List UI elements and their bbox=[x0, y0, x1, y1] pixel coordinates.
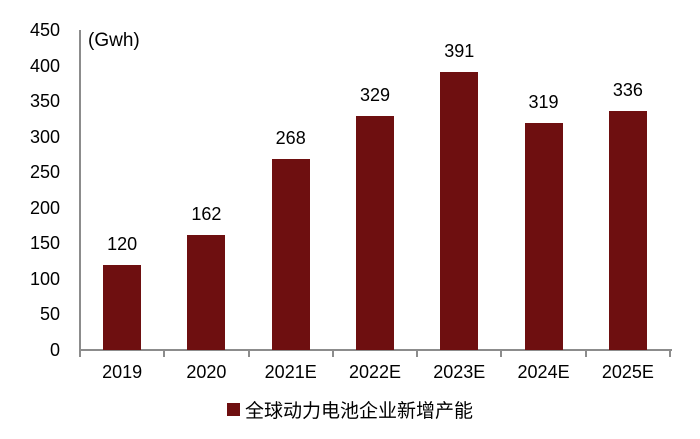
bar-value-label: 319 bbox=[528, 92, 559, 113]
y-axis-tick-label: 300 bbox=[29, 126, 60, 147]
x-axis-tick-label: 2021E bbox=[264, 362, 317, 382]
y-axis-tick-label: 50 bbox=[39, 304, 60, 325]
bar bbox=[356, 116, 394, 350]
x-axis-tick-mark bbox=[416, 351, 419, 357]
x-axis-tick-label: 2020 bbox=[186, 362, 227, 382]
y-axis-tick-label: 200 bbox=[29, 197, 60, 218]
bar-value-label: 120 bbox=[107, 233, 138, 254]
x-axis-tick-mark bbox=[669, 351, 671, 357]
x-axis-tick-mark bbox=[247, 351, 250, 357]
legend-marker-icon bbox=[226, 403, 240, 416]
bar bbox=[608, 111, 647, 350]
bar-value-label: 268 bbox=[275, 128, 306, 149]
y-axis-unit-label: (Gwh) bbox=[88, 30, 140, 51]
x-axis-tick-mark bbox=[79, 351, 81, 357]
bar-value-label: 162 bbox=[191, 203, 222, 224]
y-axis-tick-label: 0 bbox=[49, 340, 60, 360]
y-axis-tick-label: 400 bbox=[29, 55, 60, 76]
bar bbox=[271, 159, 310, 350]
legend-label: 全球动力电池企业新增产能 bbox=[244, 401, 473, 422]
bar-value-label: 391 bbox=[444, 40, 475, 61]
y-axis-tick-label: 150 bbox=[29, 233, 60, 254]
bar bbox=[524, 123, 563, 350]
x-axis-line bbox=[79, 349, 672, 351]
legend: 全球动力电池企业新增产能 bbox=[0, 396, 700, 423]
bar bbox=[440, 71, 479, 350]
x-axis-tick-label: 2022E bbox=[348, 362, 402, 382]
y-axis-tick-label: 100 bbox=[29, 268, 60, 289]
bar bbox=[103, 264, 142, 350]
bar-value-label: 329 bbox=[359, 85, 391, 106]
y-axis-tick-label: 450 bbox=[29, 20, 60, 40]
x-axis-tick-label: 2023E bbox=[433, 362, 486, 382]
bar bbox=[187, 234, 226, 350]
x-axis-tick-mark bbox=[163, 351, 166, 357]
x-axis-tick-mark bbox=[500, 351, 503, 357]
x-axis-tick-label: 2024E bbox=[517, 362, 570, 382]
y-axis-line bbox=[79, 30, 81, 356]
y-axis-tick-label: 250 bbox=[29, 162, 60, 183]
x-axis-tick-label: 2025E bbox=[601, 362, 654, 382]
x-axis-tick-mark bbox=[584, 351, 587, 357]
y-axis-tick-label: 350 bbox=[29, 91, 60, 112]
x-axis-tick-label: 2019 bbox=[102, 362, 143, 382]
bar-value-label: 336 bbox=[612, 80, 643, 101]
x-axis-tick-mark bbox=[331, 351, 334, 357]
